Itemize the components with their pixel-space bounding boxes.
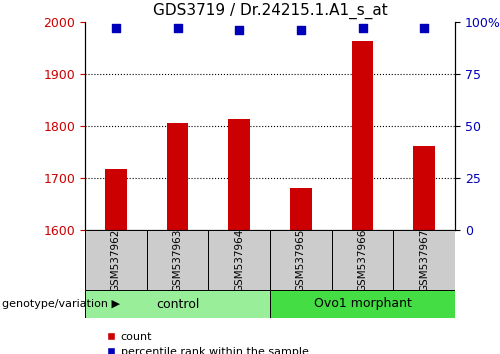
Bar	[332, 230, 394, 290]
Bar	[270, 230, 332, 290]
Point	[420, 25, 428, 31]
Text: GSM537965: GSM537965	[296, 228, 306, 292]
Point	[112, 25, 120, 31]
Bar	[85, 290, 270, 318]
Text: GSM537966: GSM537966	[358, 228, 368, 292]
Bar	[270, 290, 455, 318]
Text: control: control	[156, 297, 199, 310]
Text: GSM537967: GSM537967	[419, 228, 429, 292]
Point	[358, 25, 366, 31]
Bar	[414, 146, 435, 230]
Bar	[166, 124, 188, 230]
Legend: count, percentile rank within the sample: count, percentile rank within the sample	[100, 327, 313, 354]
Text: genotype/variation ▶: genotype/variation ▶	[2, 299, 120, 309]
Text: GSM537962: GSM537962	[111, 228, 121, 292]
Bar	[105, 169, 126, 230]
Text: Ovo1 morphant: Ovo1 morphant	[314, 297, 412, 310]
Bar	[228, 119, 250, 230]
Text: GSM537964: GSM537964	[234, 228, 244, 292]
Bar	[352, 41, 374, 230]
Bar	[85, 230, 146, 290]
Point	[297, 28, 305, 33]
Title: GDS3719 / Dr.24215.1.A1_s_at: GDS3719 / Dr.24215.1.A1_s_at	[152, 3, 388, 19]
Text: GSM537963: GSM537963	[172, 228, 182, 292]
Bar	[208, 230, 270, 290]
Point	[174, 25, 182, 31]
Point	[235, 28, 243, 33]
Bar	[146, 230, 208, 290]
Bar	[394, 230, 455, 290]
Bar	[290, 188, 312, 230]
